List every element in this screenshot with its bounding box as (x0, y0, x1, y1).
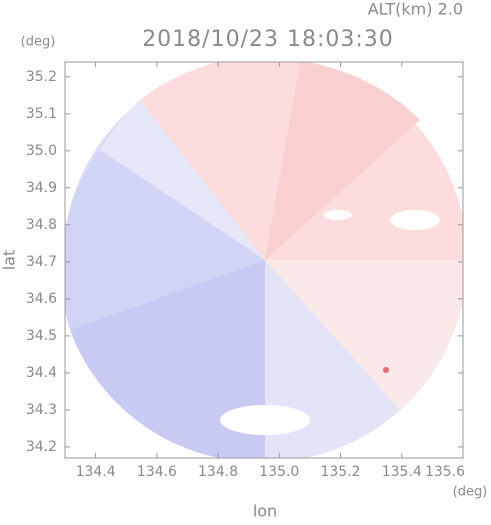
x-tick-label: 134.6 (137, 464, 177, 480)
plot-frame (64, 61, 464, 459)
y-unit: (deg) (21, 35, 56, 50)
radar-image (65, 62, 463, 458)
y-tick-label: 34.8 (26, 217, 57, 233)
y-tick-label: 34.2 (26, 439, 57, 455)
x-axis-label: lon (253, 502, 277, 521)
y-tick-label: 35.1 (26, 106, 57, 122)
altitude: ALT(km) 2.0 (368, 0, 463, 19)
x-tick-label: 135.4 (382, 464, 422, 480)
y-tick-label: 34.7 (26, 254, 57, 270)
y-tick-label: 35.0 (26, 143, 57, 159)
x-tick-label: 135.2 (320, 464, 360, 480)
y-tick-label: 34.9 (26, 180, 57, 196)
y-tick-label: 34.4 (26, 365, 57, 381)
y-tick-label: 35.2 (26, 69, 57, 85)
y-tick-label: 34.6 (26, 291, 57, 307)
x-tick-label: 134.4 (76, 464, 116, 480)
chart-title: 2018/10/23 18:03:30 (142, 27, 394, 52)
x-unit: (deg) (453, 485, 488, 500)
y-axis-label: lat (0, 250, 19, 271)
y-tick-label: 34.5 (26, 328, 57, 344)
x-tick-label: 135.0 (259, 464, 299, 480)
y-tick-label: 34.3 (26, 402, 57, 418)
x-tick-label: 135.6 (425, 464, 465, 480)
x-tick-label: 134.8 (198, 464, 238, 480)
